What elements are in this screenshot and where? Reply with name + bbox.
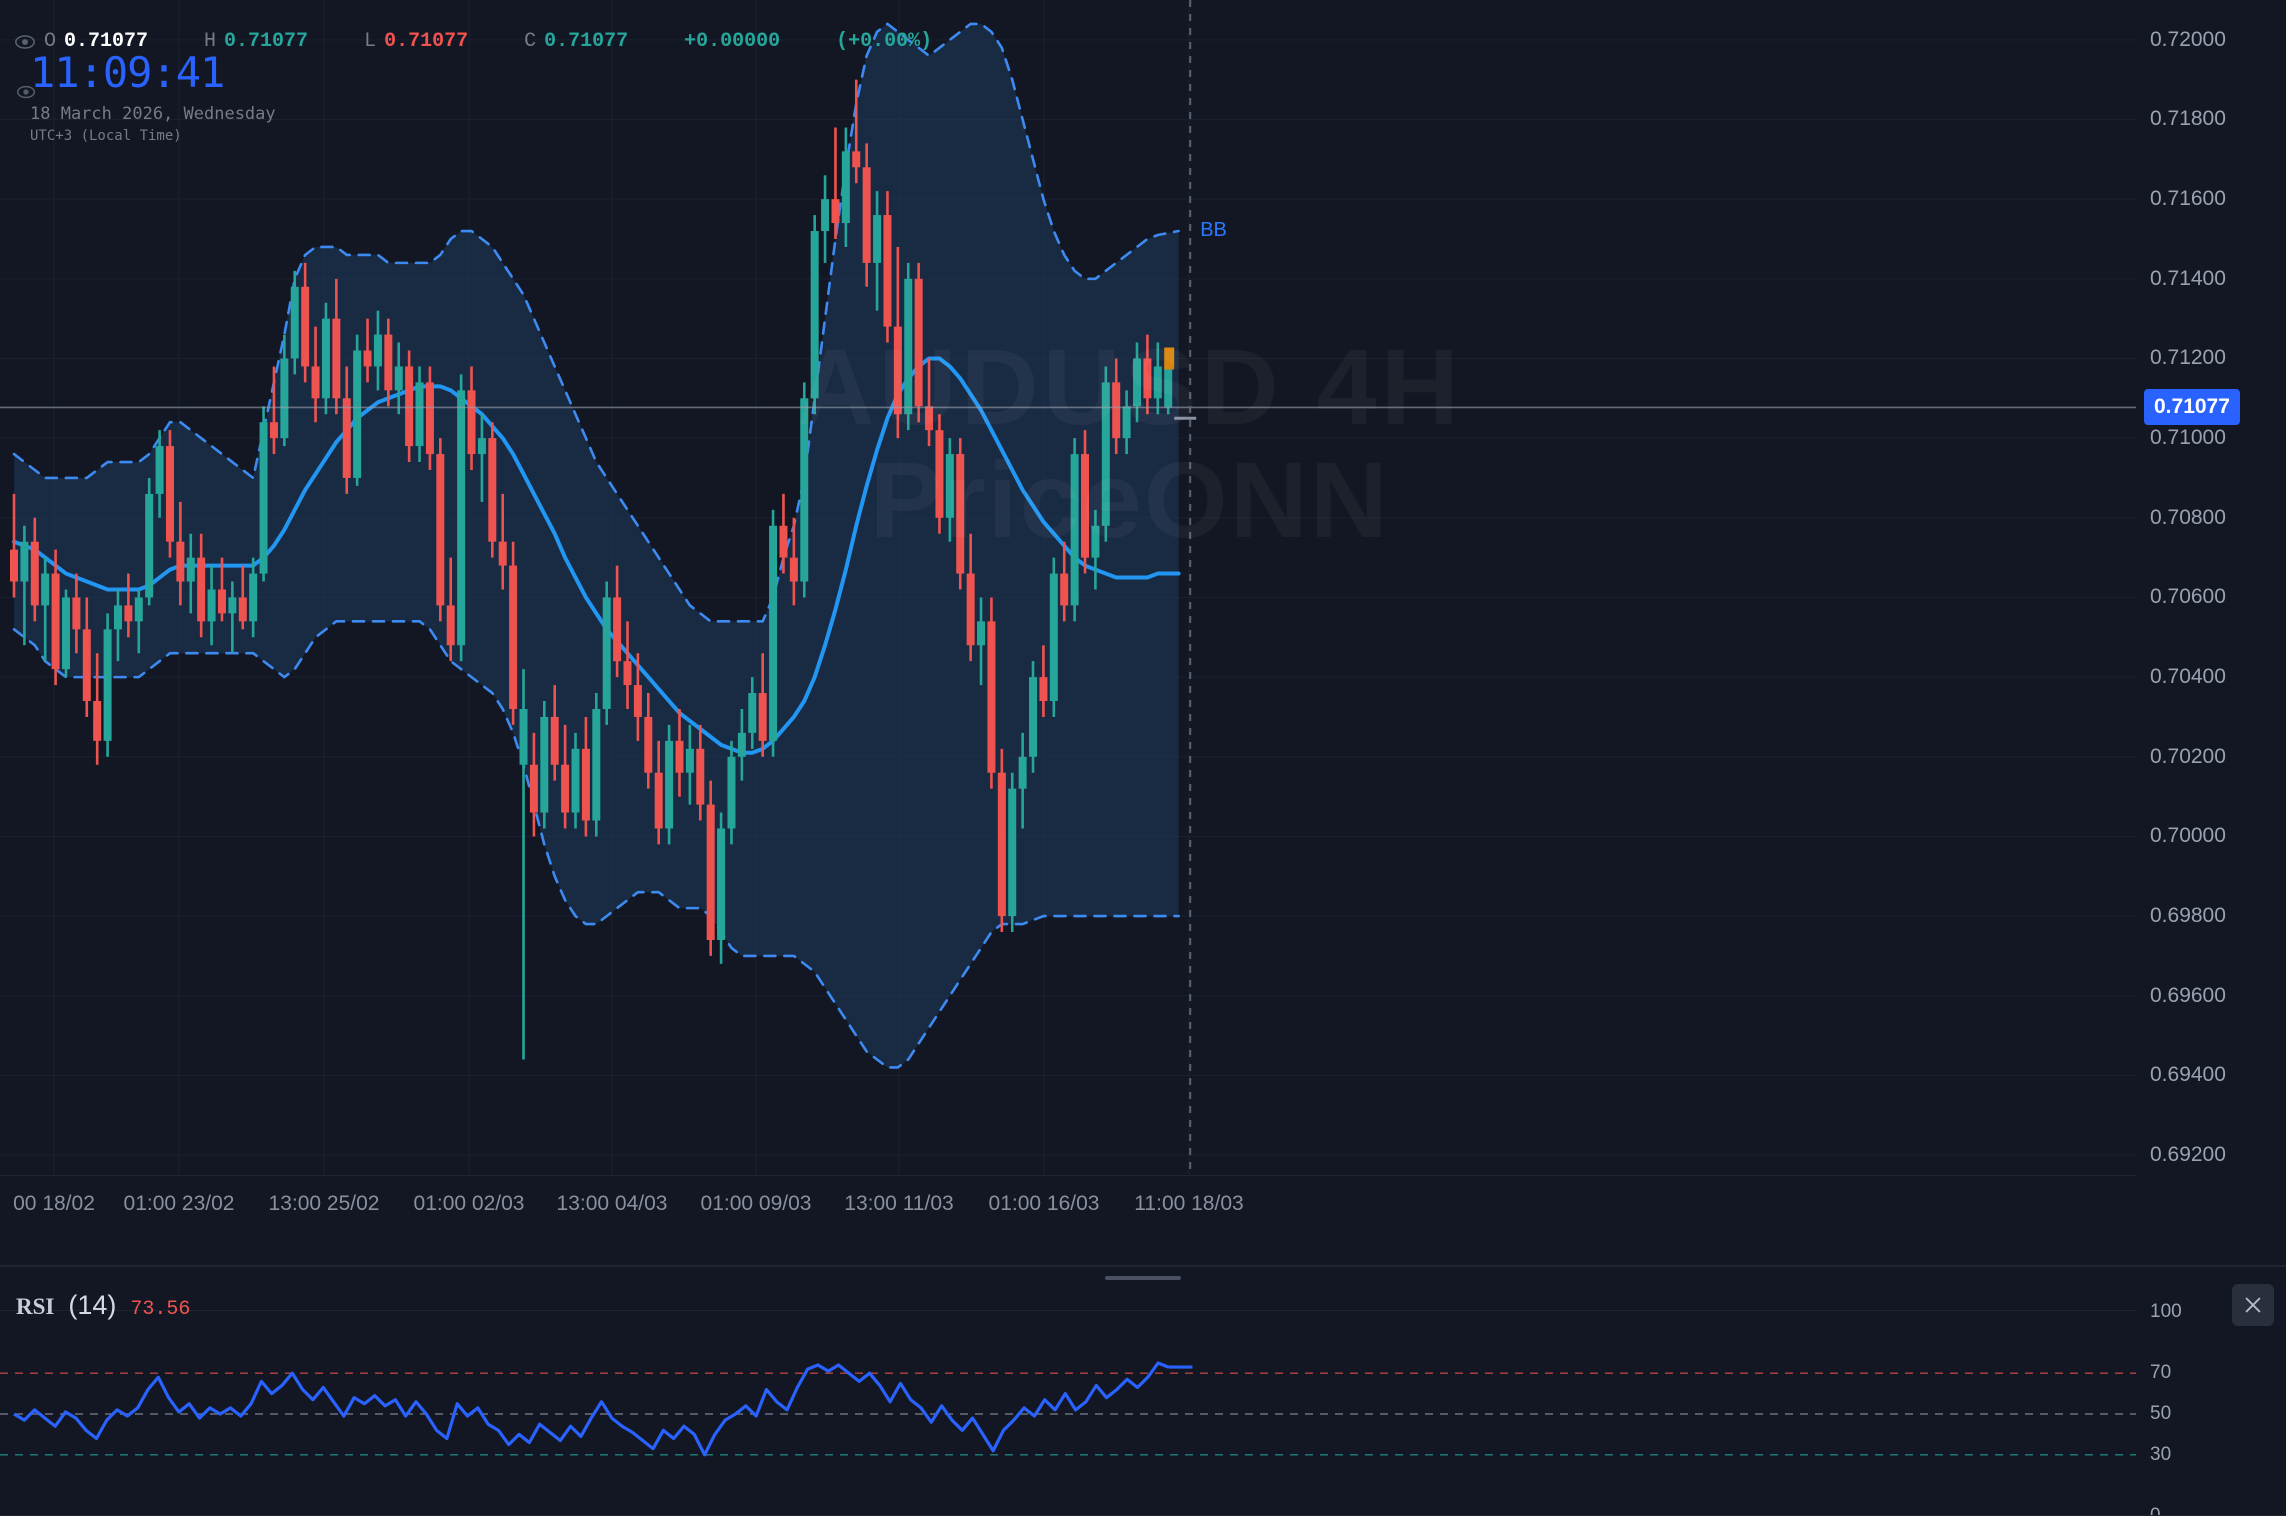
price-pane[interactable]: AUDUSD 4H PriceONN O0.71077 H0.71077 L0.… [0,0,2286,1250]
clock-widget[interactable]: 11:09:41 18 March 2026, Wednesday UTC+3 … [16,52,276,144]
rsi-plot-area[interactable] [0,1312,2136,1516]
price-axis[interactable]: 0.72000 0.71800 0.71600 0.71400 0.71200 0.710… [2136,0,2286,1175]
bollinger-bands-label[interactable]: BB [1200,219,1227,242]
price-chart-svg [0,0,2136,1175]
ohlc-legend[interactable]: O 0.71077 H 0.71077 L 0.71077 C 0.71077 +0.0… [14,30,932,53]
rsi-pane[interactable]: RSI (14) 73.56 100 70 50 30 0 [0,1280,2286,1516]
clock-timezone: UTC+3 (Local Time) [30,128,182,144]
ohlc-change-absolute: +0.00000 [684,30,781,53]
time-axis-tick: 11:00 18/03 [1134,1192,1244,1215]
rsi-axis-tick: 100 [2150,1301,2182,1322]
pane-divider [0,1265,2286,1267]
time-axis-tick: 01:00 09/03 [700,1192,812,1215]
price-axis-tick: 0.70400 [2150,665,2226,689]
time-axis[interactable]: 00 18/02 01:00 23/02 13:00 25/02 01:00 02/0… [0,1175,2136,1235]
ohlc-high: H 0.71077 [204,30,308,53]
close-icon [2245,1297,2261,1313]
time-axis-tick: 01:00 02/03 [413,1192,525,1215]
rsi-current-value: 73.56 [130,1298,191,1321]
rsi-chart-svg [0,1361,2136,1457]
price-axis-tick: 0.71200 [2150,346,2226,370]
ohlc-low-value: 0.71077 [384,30,469,53]
rsi-axis-tick: 70 [2150,1362,2172,1384]
rsi-axis-tick: 50 [2150,1403,2172,1424]
ohlc-open-value: 0.71077 [64,30,149,53]
rsi-indicator-name: RSI [16,1294,55,1319]
price-axis-tick: 0.69800 [2150,904,2226,928]
price-axis-tick: 0.71600 [2150,187,2226,211]
price-axis-tick: 0.69400 [2150,1063,2226,1087]
price-axis-tick: 0.70600 [2150,585,2226,609]
clock-date: 18 March 2026, Wednesday [30,104,276,124]
visibility-eye-icon[interactable] [14,31,36,53]
pane-resize-handle[interactable] [1105,1276,1181,1280]
clock-visibility-eye-icon[interactable] [16,82,36,102]
clock-time: 11:09:41 [30,48,225,97]
rsi-axis[interactable]: 100 70 50 30 0 [2136,1301,2286,1516]
rsi-axis-tick: 30 [2150,1443,2172,1465]
ohlc-open-key: O [44,30,57,53]
price-axis-tick: 0.69600 [2150,983,2226,1007]
rsi-close-button[interactable] [2232,1284,2274,1326]
ohlc-high-key: H [204,30,217,53]
price-axis-tick: 0.71400 [2150,266,2226,290]
price-plot-area[interactable] [0,0,2136,1175]
rsi-legend[interactable]: RSI (14) 73.56 [16,1290,190,1321]
rsi-separator [0,1310,2136,1311]
time-axis-tick: 00 18/02 [13,1192,95,1215]
rsi-period: (14) [68,1290,117,1320]
time-axis-tick: 01:00 23/02 [123,1192,235,1215]
price-axis-tick: 0.70000 [2150,824,2226,848]
ohlc-close-key: C [524,30,537,53]
time-axis-tick: 13:00 11/03 [844,1192,954,1215]
rsi-axis-tick: 0 [2150,1505,2161,1516]
ohlc-low: L 0.71077 [364,30,468,53]
time-axis-tick: 13:00 25/02 [268,1192,380,1215]
price-axis-tick: 0.72000 [2150,27,2226,51]
ohlc-open: O 0.71077 [44,30,148,53]
time-axis-tick: 13:00 04/03 [556,1192,668,1215]
price-axis-tick: 0.69200 [2150,1143,2226,1167]
price-axis-tick: 0.71000 [2150,426,2226,450]
ohlc-close: C 0.71077 [524,30,628,53]
ohlc-change-percent: (+0.00%) [836,30,933,53]
price-axis-tick: 0.71800 [2150,107,2226,131]
ohlc-low-key: L [364,30,377,53]
ohlc-high-value: 0.71077 [224,30,309,53]
time-axis-tick: 01:00 16/03 [988,1192,1100,1215]
price-axis-tick: 0.70800 [2150,505,2226,529]
ohlc-close-value: 0.71077 [544,30,629,53]
current-price-badge[interactable]: 0.71077 [2144,389,2240,426]
price-axis-tick: 0.70200 [2150,744,2226,768]
